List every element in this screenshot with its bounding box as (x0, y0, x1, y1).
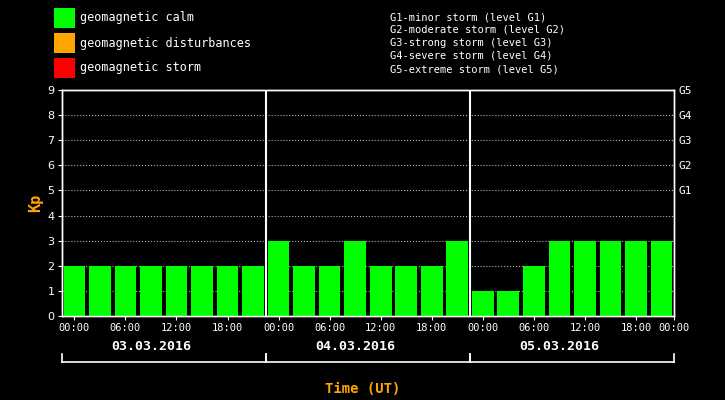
Bar (64, 266, 86, 316)
Text: Time (UT): Time (UT) (325, 382, 400, 396)
Bar (523, 266, 544, 316)
Text: G4-severe storm (level G4): G4-severe storm (level G4) (390, 51, 552, 61)
Bar (421, 266, 442, 316)
Bar (625, 241, 647, 316)
Text: G1-minor storm (level G1): G1-minor storm (level G1) (390, 12, 547, 22)
Text: 04.03.2016: 04.03.2016 (315, 340, 395, 352)
Bar (395, 266, 417, 316)
Text: 05.03.2016: 05.03.2016 (519, 340, 600, 352)
Bar (497, 291, 519, 316)
Bar (268, 241, 289, 316)
Bar (650, 241, 672, 316)
Text: 03.03.2016: 03.03.2016 (111, 340, 191, 352)
Bar (447, 241, 468, 316)
Bar (344, 241, 366, 316)
Bar (370, 266, 392, 316)
Bar (140, 266, 162, 316)
Bar (191, 266, 213, 316)
Text: geomagnetic storm: geomagnetic storm (80, 62, 201, 74)
Text: G5-extreme storm (level G5): G5-extreme storm (level G5) (390, 65, 559, 75)
Bar (549, 241, 571, 316)
Bar (574, 241, 596, 316)
Text: G2-moderate storm (level G2): G2-moderate storm (level G2) (390, 25, 565, 35)
Bar (115, 266, 136, 316)
Text: geomagnetic disturbances: geomagnetic disturbances (80, 36, 251, 50)
Text: geomagnetic calm: geomagnetic calm (80, 12, 194, 24)
Bar (242, 266, 264, 316)
Text: G3-strong storm (level G3): G3-strong storm (level G3) (390, 38, 552, 48)
Bar (217, 266, 239, 316)
Bar (600, 241, 621, 316)
Bar (472, 291, 494, 316)
Y-axis label: Kp: Kp (28, 194, 44, 212)
Bar (165, 266, 187, 316)
Bar (319, 266, 341, 316)
Bar (89, 266, 111, 316)
Bar (294, 266, 315, 316)
